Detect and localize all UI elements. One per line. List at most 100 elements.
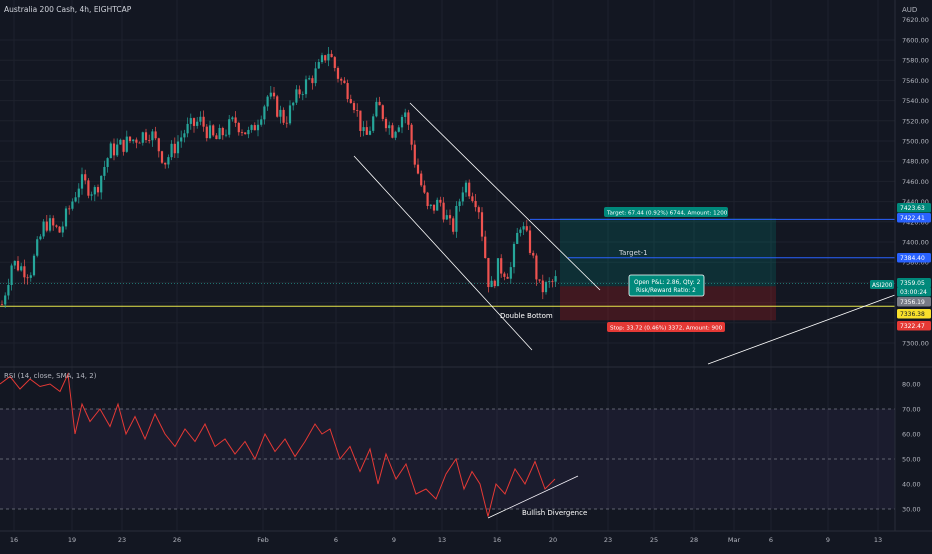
candle-body (432, 204, 436, 211)
candle-body (471, 196, 474, 201)
candle-body (125, 136, 128, 152)
candle-body (202, 116, 205, 127)
divergence-line[interactable] (487, 475, 579, 519)
channel-lower-line[interactable] (353, 155, 533, 351)
candle-body (253, 125, 256, 131)
candle-body (378, 101, 381, 106)
candle-body (205, 126, 208, 139)
candle-body (218, 128, 221, 140)
double-bottom-label[interactable]: Double Bottom (500, 312, 553, 320)
rsi-pane (0, 372, 895, 517)
candle-body (327, 53, 330, 61)
candle-body (260, 119, 263, 125)
candle-body (490, 280, 493, 288)
candle-body (93, 187, 96, 195)
candle-body (400, 116, 404, 128)
price-axis-label-bg[interactable] (897, 253, 931, 263)
price-axis-label: 7359.05 (900, 280, 925, 287)
candle-body (372, 116, 375, 131)
rsi-title[interactable]: RSI (14, close, SMA, 14, 2) (4, 372, 97, 380)
price-axis[interactable]: 7600.00 7580.00 7560.00 7540.00 7520.00 7500.… (897, 16, 931, 514)
price-axis-label-bg[interactable] (897, 309, 931, 319)
time-tick-label: 19 (68, 536, 76, 544)
candle-body (503, 273, 506, 277)
price-axis-label-bg[interactable] (897, 287, 931, 297)
candle-body (240, 132, 244, 133)
candle-body (109, 143, 112, 159)
price-tick-label: 7600.00 (902, 37, 929, 45)
candle-body (298, 89, 301, 95)
candle-body (138, 142, 141, 144)
time-tick-label: 16 (493, 536, 501, 544)
candle-body (487, 258, 490, 288)
symbol-badge[interactable]: ASI200 (870, 280, 894, 289)
projection-line[interactable] (707, 294, 896, 365)
position-zones (560, 218, 776, 321)
price-tick-label: 7440.00 (902, 198, 929, 206)
candle-body (247, 129, 250, 135)
candle-body (464, 182, 468, 193)
stop-info-box[interactable]: Stop: 33.72 (0.46%) 3372, Amount: 900 (607, 322, 725, 332)
candle-body (237, 122, 240, 133)
candle-body (183, 133, 186, 138)
candle-body (103, 166, 106, 176)
candle-body (282, 109, 285, 123)
price-axis-label-bg[interactable] (897, 213, 931, 223)
channel-upper-line[interactable] (409, 102, 601, 291)
drawings[interactable] (353, 102, 896, 519)
level-lines (0, 218, 895, 307)
price-tick-label: 7620.00 (902, 16, 929, 24)
candle-body (436, 199, 439, 211)
rsi-tick-label: 70.00 (902, 406, 921, 414)
price-axis-label-bg[interactable] (897, 321, 931, 331)
candle-body (404, 112, 407, 117)
candle-body (343, 80, 346, 84)
price-axis-label: 7336.38 (900, 311, 925, 318)
candle-body (192, 118, 196, 126)
candle-body (474, 200, 477, 208)
candle-body (423, 185, 426, 193)
candle-body (61, 226, 64, 233)
price-tick-label: 7380.00 (902, 259, 929, 267)
price-tick-label: 7580.00 (902, 57, 929, 65)
price-axis-label-bg[interactable] (897, 297, 931, 307)
candle-body (167, 157, 170, 165)
candle-body (458, 201, 461, 207)
price-tick-label: 7520.00 (902, 117, 929, 125)
candle-body (525, 226, 528, 231)
candle-body (352, 103, 356, 111)
candle-body (4, 295, 7, 305)
rsi-tick-label: 60.00 (902, 431, 921, 439)
candle-body (144, 132, 148, 141)
candle-body (26, 277, 29, 279)
price-tick-label: 7540.00 (902, 97, 929, 105)
candle-body (128, 136, 132, 142)
target-info-box[interactable]: Target: 67.44 (0.92%) 6744, Amount: 1200 (604, 207, 728, 217)
pnl-info-box[interactable]: Open P&L: 2.86, Qty: 2 Risk/Reward Ratio… (628, 274, 705, 297)
time-tick-label: 13 (438, 536, 446, 544)
candle-body (333, 57, 336, 68)
candle-body (541, 280, 544, 293)
price-tick-label: 7300.00 (902, 340, 929, 348)
price-axis-label-bg[interactable] (897, 278, 931, 288)
time-tick-label: 9 (392, 536, 396, 544)
candle-body (90, 194, 93, 196)
candle-body (295, 89, 298, 103)
candle-body (23, 266, 26, 278)
bullish-divergence-label[interactable]: Bullish Divergence (522, 509, 587, 517)
target1-label[interactable]: Target-1 (618, 249, 648, 257)
candle-body (29, 275, 32, 278)
candle-body (269, 92, 272, 97)
candle-body (429, 204, 432, 206)
time-axis[interactable]: 16 19 23 26 Feb 6 9 13 16 20 23 25 28 Mar 6 9 13 (10, 536, 882, 544)
candle-body (74, 197, 77, 202)
candle-body (426, 192, 429, 206)
candle-body (512, 243, 516, 268)
symbol-title[interactable]: Australia 200 Cash, 4h, EIGHTCAP (4, 5, 132, 14)
price-axis-label-bg[interactable] (897, 203, 931, 213)
time-tick-label: 23 (604, 536, 612, 544)
candle-body (477, 207, 480, 213)
time-tick-label: 26 (173, 536, 181, 544)
